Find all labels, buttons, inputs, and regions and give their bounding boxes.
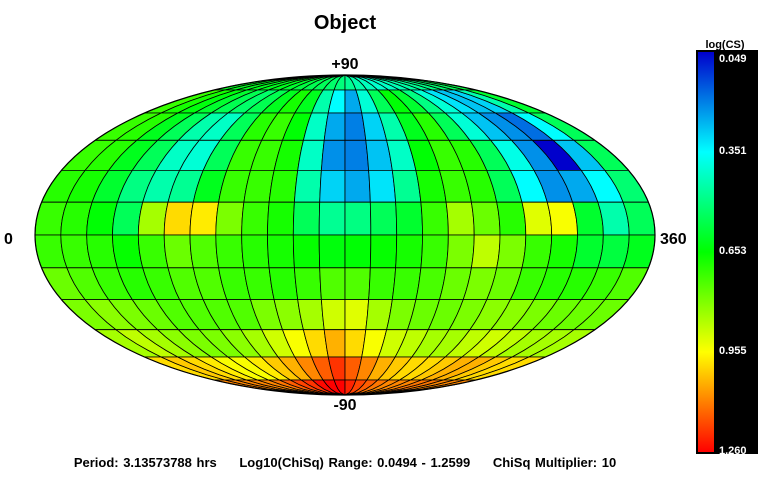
heatmap-cell: [267, 234, 295, 269]
heatmap-cell: [318, 201, 346, 236]
heatmap-cell: [344, 267, 371, 301]
heatmap-cell: [572, 234, 604, 269]
heatmap-cell: [137, 234, 169, 269]
colorbar-title: log(CS): [705, 39, 745, 51]
heatmap-cell: [445, 201, 475, 236]
colorbar-tick: 0.955: [719, 345, 747, 357]
heatmap-cell: [163, 201, 194, 236]
chisq-range-text: Log10(ChiSq) Range: 0.0494 - 1.2599: [239, 455, 471, 470]
latitude-label-bottom: -90: [333, 397, 357, 414]
longitude-label-left: 0: [4, 231, 13, 248]
heatmap-cell: [395, 234, 423, 269]
heatmap-cell: [241, 201, 270, 236]
colorbar: 0.049 0.351 0.653 0.955 1.260: [696, 50, 758, 457]
heatmap-cell: [368, 267, 397, 301]
chisq-multiplier-text: ChiSq Multiplier: 10: [492, 455, 617, 470]
heatmap-cell: [546, 201, 578, 236]
heatmap-cell: [470, 201, 501, 236]
footer-stats: Period: 3.13573788 hrs Log10(ChiSq) Rang…: [0, 455, 690, 470]
heatmap-cell: [369, 234, 398, 269]
heatmap-cell: [323, 112, 346, 141]
heatmap-cell: [344, 169, 371, 203]
heatmap-cell: [293, 267, 322, 301]
heatmap-cell: [215, 234, 245, 269]
heatmap-cell: [241, 234, 270, 269]
heatmap-cell: [344, 234, 372, 269]
heatmap-cell: [344, 201, 372, 236]
heatmap-cell: [369, 201, 398, 236]
colorbar-tick: 0.351: [719, 145, 747, 157]
heatmap-cell: [521, 234, 553, 269]
heatmap-cell: [215, 201, 245, 236]
heatmap-cell: [163, 234, 194, 269]
heatmap-cell: [293, 169, 322, 203]
heatmap-cell: [268, 169, 299, 203]
period-text: Period: 3.13573788 hrs: [73, 455, 217, 470]
heatmap-cell: [344, 139, 370, 171]
colorbar-tick: 0.049: [719, 53, 747, 65]
heatmap-cell: [320, 299, 346, 331]
heatmap-cell: [319, 267, 346, 301]
heatmap-cell: [323, 329, 346, 358]
heatmap-cell: [267, 201, 295, 236]
heatmap-cell: [420, 201, 449, 236]
latitude-label-top: +90: [331, 56, 359, 73]
heatmap-cell: [344, 299, 370, 331]
heatmap-cell: [496, 234, 527, 269]
heatmap-cell: [496, 201, 527, 236]
heatmap-cell: [395, 201, 423, 236]
heatmap-cell: [137, 201, 169, 236]
heatmap-cell: [318, 234, 346, 269]
heatmap-cell: [546, 234, 578, 269]
longitude-label-right: 360: [660, 231, 687, 248]
colorbar-tick: 1.260: [719, 445, 747, 457]
heatmap-cell: [319, 169, 346, 203]
map-outline: [34, 74, 656, 396]
heatmap-cell: [320, 139, 346, 171]
heatmap-cell: [521, 201, 553, 236]
heatmap-cell: [420, 234, 449, 269]
heatmap-cell: [292, 201, 321, 236]
heatmap-cell: [268, 267, 299, 301]
heatmap-cell: [189, 201, 220, 236]
colorbar-gradient: [698, 52, 714, 452]
heatmap-cell: [189, 234, 220, 269]
heatmap-cell: [572, 201, 604, 236]
heatmap-cell: [292, 234, 321, 269]
chart-title: Object: [313, 12, 377, 34]
colorbar-tick: 0.653: [719, 245, 747, 257]
heatmap-cell: [445, 234, 475, 269]
heatmap-cell: [470, 234, 501, 269]
heatmap-cell: [368, 169, 397, 203]
